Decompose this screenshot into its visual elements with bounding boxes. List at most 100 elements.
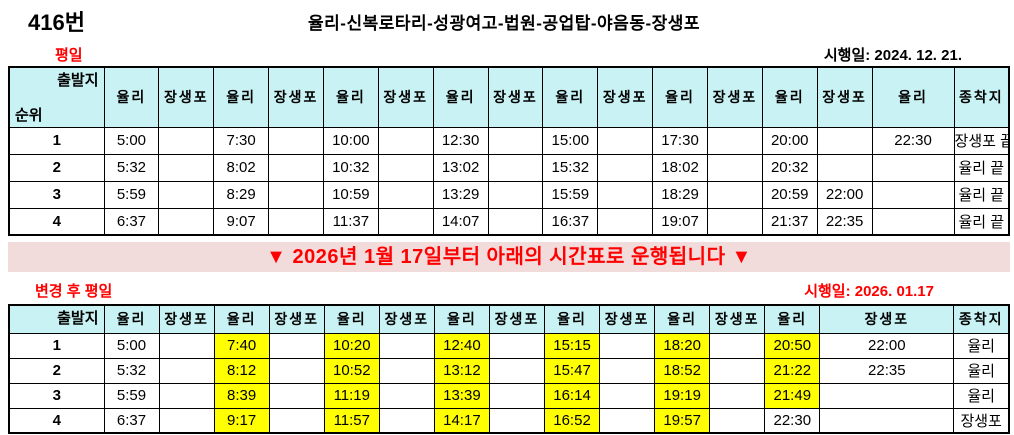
time-cell <box>378 357 435 384</box>
destination-cell: 율리 끝 <box>953 207 1010 236</box>
change-notice-banner: ▼ 2026년 1월 17일부터 아래의 시간표로 운행됩니다 ▼ <box>8 242 1010 272</box>
time-cell: 21:49 <box>764 382 821 409</box>
column-header: 장생포 <box>158 66 215 128</box>
time-cell <box>599 357 656 384</box>
time-cell: 6:37 <box>103 207 160 236</box>
time-cell <box>599 407 656 434</box>
destination-cell: 율리 끝 <box>953 153 1010 182</box>
time-cell <box>268 357 325 384</box>
time-cell: 18:20 <box>654 332 711 359</box>
corner-order-label: 순위 <box>15 106 43 124</box>
time-cell: 18:02 <box>652 153 708 182</box>
time-cell <box>599 332 656 359</box>
time-cell: 5:59 <box>103 382 160 409</box>
time-cell: 13:02 <box>432 153 489 182</box>
time-cell: 14:07 <box>432 207 489 236</box>
time-cell: 9:17 <box>213 407 270 434</box>
time-cell: 10:32 <box>322 153 379 182</box>
time-cell <box>709 407 766 434</box>
time-cell: 17:30 <box>652 126 708 155</box>
time-cell <box>378 332 435 359</box>
time-cell: 20:59 <box>761 180 818 209</box>
time-cell: 20:50 <box>764 332 821 359</box>
row-number: 2 <box>8 357 105 384</box>
time-cell: 22:35 <box>816 207 873 236</box>
time-cell <box>706 126 763 155</box>
time-cell: 5:00 <box>103 126 160 155</box>
time-cell: 10:00 <box>322 126 379 155</box>
column-header: 장생포 <box>377 66 434 128</box>
time-cell <box>158 407 215 434</box>
destination-cell: 율리 끝 <box>953 180 1010 209</box>
time-cell <box>488 407 546 434</box>
column-header: 율리 <box>764 304 821 334</box>
time-cell: 22:00 <box>816 180 873 209</box>
corner-cell: 출발지 <box>8 304 105 334</box>
column-header: 종착지 <box>953 66 1010 128</box>
time-cell <box>488 382 546 409</box>
column-header: 장생포 <box>819 304 955 334</box>
column-header: 장생포 <box>378 304 435 334</box>
time-cell: 18:52 <box>654 357 711 384</box>
page-header: 416번 율리-신복로타리-성광여고-법원-공업탑-야음동-장생포 평일 시행일… <box>0 0 1014 66</box>
time-cell: 20:32 <box>761 153 818 182</box>
time-cell: 12:40 <box>433 332 490 359</box>
time-cell: 11:37 <box>322 207 379 236</box>
time-cell: 10:59 <box>322 180 379 209</box>
column-header: 장생포 <box>488 304 546 334</box>
corner-departure-label: 출발지 <box>57 72 99 89</box>
time-cell <box>268 407 325 434</box>
time-cell: 18:29 <box>652 180 708 209</box>
time-cell <box>158 153 215 182</box>
time-cell <box>487 207 544 236</box>
column-header: 율리 <box>652 66 708 128</box>
column-header: 율리 <box>323 304 380 334</box>
column-header: 율리 <box>654 304 711 334</box>
time-cell <box>706 207 763 236</box>
time-cell <box>158 180 215 209</box>
time-cell: 9:07 <box>213 207 270 236</box>
time-cell: 5:32 <box>103 153 160 182</box>
time-cell: 5:59 <box>103 180 160 209</box>
time-cell: 11:19 <box>323 382 380 409</box>
time-cell <box>268 207 324 236</box>
header-row: 출발지 율리 장생포 율리 장생포 율리 장생포 율리 장생포 율리 장생포 율리 장생포 율리 장생포 종… <box>8 304 1010 334</box>
time-cell <box>487 126 544 155</box>
time-cell <box>158 357 215 384</box>
destination-cell: 장생포 <box>953 407 1010 434</box>
column-header: 장생포 <box>816 66 873 128</box>
time-cell: 10:52 <box>323 357 380 384</box>
time-cell: 19:19 <box>654 382 711 409</box>
table-row: 4 6:37 9:17 11:57 14:17 16:52 19:57 22:30 장생포 <box>8 407 1010 434</box>
time-cell: 7:30 <box>213 126 270 155</box>
column-header: 장생포 <box>268 66 324 128</box>
time-cell <box>158 126 215 155</box>
time-cell: 15:00 <box>542 126 599 155</box>
time-cell <box>377 126 434 155</box>
column-header: 율리 <box>213 66 270 128</box>
column-header: 종착지 <box>953 304 1010 334</box>
time-cell: 7:40 <box>213 332 270 359</box>
weekday-timetable: 출발지 순위 율리 장생포 율리 장생포 율리 장생포 율리 장생포 율리 장생포 율리 장생포 율리 장… <box>8 66 1010 236</box>
row-number: 4 <box>8 207 105 236</box>
time-cell <box>158 332 215 359</box>
corner-cell: 출발지 순위 <box>8 66 105 128</box>
time-cell: 15:15 <box>543 332 601 359</box>
time-cell <box>871 207 955 236</box>
time-cell <box>487 153 544 182</box>
column-header: 장생포 <box>706 66 763 128</box>
time-cell <box>268 180 324 209</box>
time-cell <box>378 382 435 409</box>
time-cell: 12:30 <box>432 126 489 155</box>
time-cell: 8:39 <box>213 382 270 409</box>
time-cell: 5:00 <box>103 332 160 359</box>
table-row: 1 5:00 7:40 10:20 12:40 15:15 18:20 20:50 22:00 율… <box>8 332 1010 359</box>
time-cell <box>488 332 546 359</box>
row-number: 4 <box>8 407 105 434</box>
destination-cell: 장생포 끝 <box>953 126 1010 155</box>
time-cell <box>871 153 955 182</box>
time-cell <box>597 126 654 155</box>
time-cell: 10:20 <box>323 332 380 359</box>
column-header: 율리 <box>543 304 601 334</box>
time-cell: 21:37 <box>761 207 818 236</box>
